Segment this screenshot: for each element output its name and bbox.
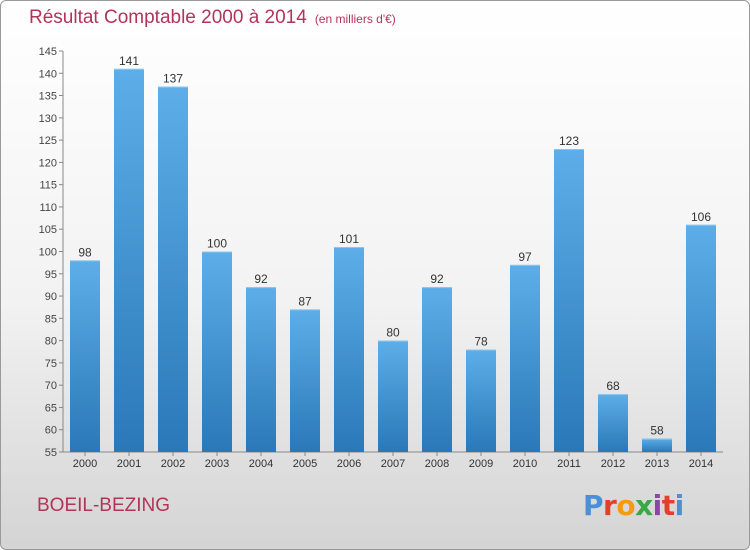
x-tick-label-2008: 2008 (425, 458, 449, 470)
bar-2010[interactable] (510, 264, 540, 452)
bar-2003[interactable] (202, 251, 232, 453)
value-label-2006: 101 (339, 232, 359, 246)
logo-letter: t (661, 489, 675, 522)
bar-2011[interactable] (554, 149, 584, 452)
bar-2001[interactable] (114, 68, 144, 453)
x-tick-label-2010: 2010 (513, 458, 537, 470)
x-tick-label-2001: 2001 (117, 458, 141, 470)
y-tick-label: 135 (39, 91, 57, 103)
x-tick-label-2013: 2013 (645, 458, 669, 470)
value-label-2005: 87 (298, 294, 312, 308)
x-tick-label-2011: 2011 (557, 458, 581, 470)
y-tick-label: 105 (39, 224, 57, 236)
chart-title: Résultat Comptable 2000 à 2014 (en millie… (29, 7, 396, 29)
bar-2007[interactable] (378, 340, 408, 452)
bar-2012[interactable] (598, 394, 628, 452)
chart-labels: 98 2000 141 2001 137 2002 100 2003 92 2004 87 2005 1… (73, 54, 713, 470)
value-label-2007: 80 (386, 326, 400, 340)
value-label-2012: 68 (606, 379, 620, 393)
y-tick-label: 125 (39, 135, 57, 147)
y-tick-label: 110 (39, 202, 57, 214)
logo-letter: i (652, 489, 663, 522)
bar-2004[interactable] (246, 287, 276, 452)
y-tick-label: 55 (45, 447, 57, 459)
value-label-2003: 100 (207, 237, 227, 251)
commune-name: BOEIL-BEZING (37, 495, 171, 516)
y-tick-label: 95 (45, 269, 57, 281)
value-label-2011: 123 (559, 134, 579, 148)
bar-2006[interactable] (334, 247, 364, 452)
y-tick-label: 100 (39, 247, 57, 259)
y-tick-label: 115 (39, 180, 57, 192)
chart-bars (70, 68, 716, 453)
logo-letter: i (674, 489, 685, 522)
x-tick-label-2004: 2004 (249, 458, 273, 470)
value-label-2004: 92 (254, 272, 268, 286)
value-label-2014: 106 (691, 210, 711, 224)
x-tick-label-2003: 2003 (205, 458, 229, 470)
logo-letter: o (616, 489, 636, 522)
logo-letter: P (583, 489, 604, 522)
proxiti-logo[interactable]: Proxiti (583, 489, 684, 522)
value-label-2010: 97 (518, 250, 532, 264)
bar-2014[interactable] (686, 224, 716, 452)
y-tick-label: 75 (45, 358, 57, 370)
bar-2013[interactable] (642, 438, 672, 452)
y-tick-label: 65 (45, 402, 57, 414)
y-tick-label: 60 (45, 425, 57, 437)
bar-2005[interactable] (290, 309, 320, 452)
x-tick-label-2005: 2005 (293, 458, 317, 470)
bar-2008[interactable] (422, 287, 452, 452)
y-tick-label: 140 (39, 68, 57, 80)
x-tick-label-2014: 2014 (689, 458, 713, 470)
value-label-2001: 141 (119, 54, 139, 68)
value-label-2002: 137 (163, 72, 183, 86)
y-tick-label: 130 (39, 113, 57, 125)
logo-letter: x (635, 489, 653, 522)
value-label-2008: 92 (430, 272, 444, 286)
value-label-2000: 98 (78, 245, 92, 259)
x-tick-label-2007: 2007 (381, 458, 405, 470)
bar-2009[interactable] (466, 349, 496, 452)
x-tick-label-2009: 2009 (469, 458, 493, 470)
bar-2002[interactable] (158, 86, 188, 453)
y-tick-label: 70 (45, 380, 57, 392)
x-tick-label-2006: 2006 (337, 458, 361, 470)
y-tick-label: 145 (39, 46, 57, 58)
y-tick-label: 120 (39, 157, 57, 169)
logo-letter: r (603, 489, 617, 522)
x-tick-label-2012: 2012 (601, 458, 625, 470)
y-tick-label: 80 (45, 336, 57, 348)
title-text: Résultat Comptable 2000 à 2014 (29, 7, 307, 28)
title-unit: (en milliers d'€) (314, 12, 396, 26)
value-label-2013: 58 (650, 424, 664, 438)
x-tick-label-2002: 2002 (161, 458, 185, 470)
y-tick-label: 85 (45, 313, 57, 325)
bar-2000[interactable] (70, 260, 100, 452)
value-label-2009: 78 (474, 335, 488, 349)
y-tick-label: 90 (45, 291, 57, 303)
x-tick-label-2000: 2000 (73, 458, 97, 470)
